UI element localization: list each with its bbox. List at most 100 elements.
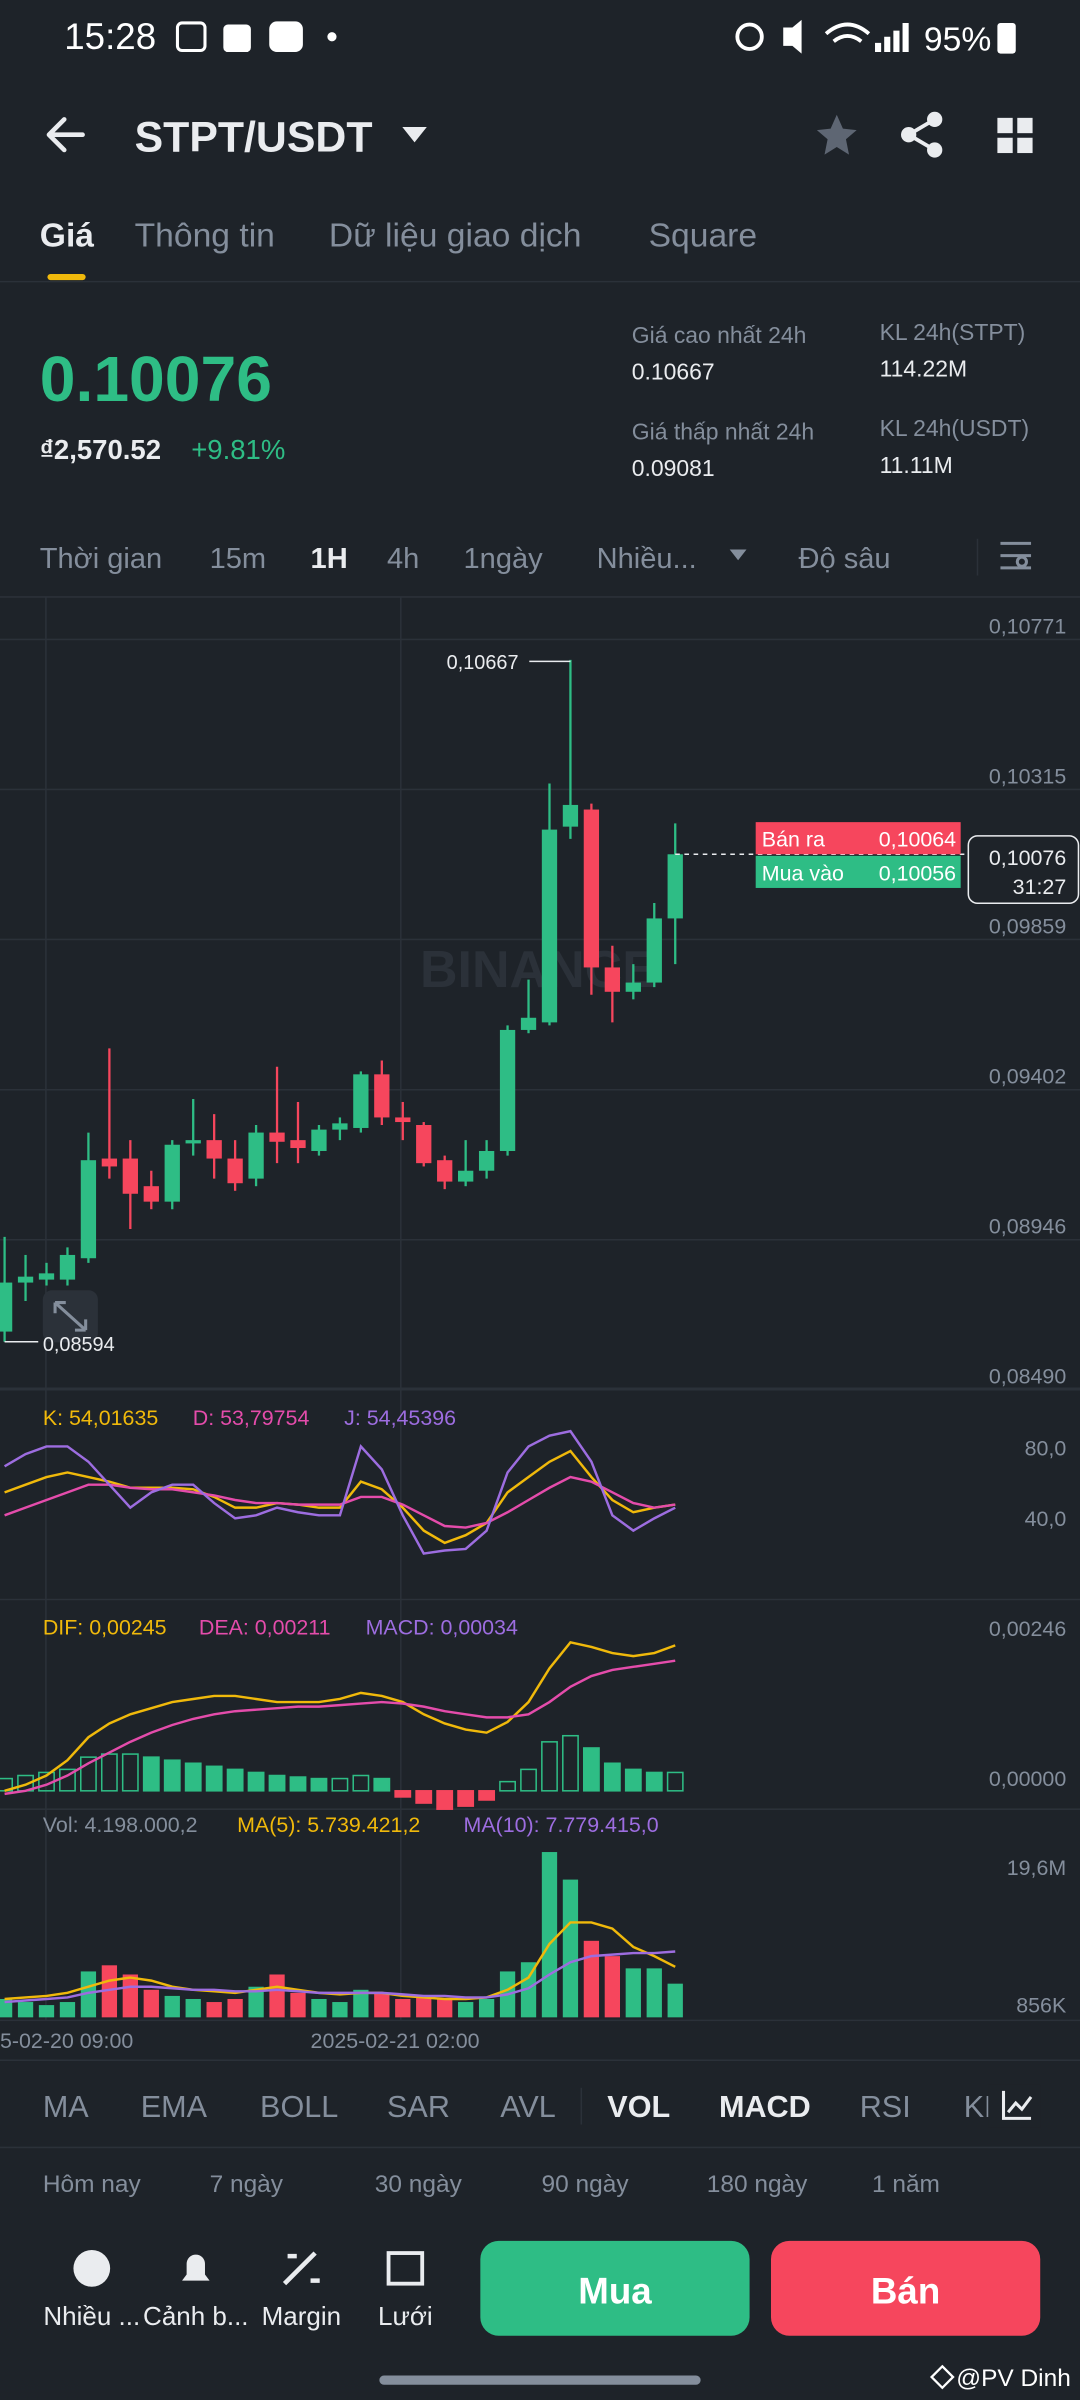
stat-label: Giá cao nhất 24h <box>632 322 807 348</box>
more-icon[interactable] <box>73 2250 111 2287</box>
stat-value: 0.09081 <box>632 455 715 481</box>
interval[interactable]: Độ sâu <box>799 543 891 575</box>
volume-bar <box>38 2005 55 2018</box>
candle-body <box>646 918 662 983</box>
candle-body <box>332 1123 348 1130</box>
high-label: 0,10667 <box>447 652 519 674</box>
range-option[interactable]: 7 ngày <box>210 2171 284 2198</box>
interval[interactable]: Nhiều... <box>597 543 697 575</box>
tab[interactable]: Square <box>649 217 758 254</box>
ask-box <box>755 822 961 855</box>
volume-bar <box>520 1962 537 2018</box>
range-option[interactable]: 30 ngày <box>375 2171 463 2198</box>
candle-body <box>290 1140 306 1149</box>
back-button[interactable] <box>46 117 85 153</box>
indicator-tab[interactable]: AVL <box>500 2090 556 2124</box>
sell-button[interactable] <box>770 2240 1041 2336</box>
alarm-icon <box>735 22 764 51</box>
interval[interactable]: 15m <box>210 543 267 575</box>
tab[interactable]: Dữ liệu giao dịch <box>329 217 582 254</box>
indicator-tab[interactable]: SAR <box>387 2090 450 2124</box>
indicator-tab[interactable]: RSI <box>860 2090 911 2124</box>
ask-price: 0,10064 <box>879 828 956 852</box>
indicator-tab[interactable]: EMA <box>141 2090 208 2124</box>
nav-label[interactable]: Lưới <box>378 2301 433 2331</box>
signal-icon <box>875 22 909 53</box>
dif-label: DIF: 0,00245 <box>43 1616 167 1640</box>
chart-settings-button[interactable] <box>1000 541 1032 570</box>
wifi-icon <box>824 22 871 43</box>
shop-icon <box>223 24 251 53</box>
ask-label: Bán ra <box>762 828 825 852</box>
candle-body <box>248 1132 264 1179</box>
macd-histogram-bar <box>394 1790 412 1798</box>
share-button[interactable] <box>901 111 943 158</box>
pair-dropdown[interactable] <box>402 127 427 143</box>
volume-bar <box>332 2002 348 2018</box>
macd-histogram-bar <box>373 1777 391 1792</box>
range-option[interactable]: 1 năm <box>872 2171 940 2198</box>
status-time: 15:28 <box>64 16 156 57</box>
kdj-axis-label: 40,0 <box>1025 1507 1067 1531</box>
macd-histogram-bar <box>499 1780 516 1792</box>
candle-body <box>395 1117 411 1123</box>
indicator-tab[interactable]: MACD <box>719 2090 811 2124</box>
volume-bar <box>143 1989 159 2018</box>
macd-histogram-bar <box>520 1768 537 1792</box>
candle-body <box>604 967 621 992</box>
macd-label: MACD: 0,00034 <box>366 1616 518 1640</box>
macd-histogram-bar <box>100 1753 118 1792</box>
countdown: 31:27 <box>1013 875 1067 899</box>
candle-body <box>478 1150 495 1171</box>
indicator-tab[interactable]: MA <box>43 2090 89 2124</box>
nav-label[interactable]: Margin <box>262 2301 341 2331</box>
author-watermark: @PV Dinh <box>956 2365 1071 2392</box>
k-label: K: 54,01635 <box>43 1406 158 1430</box>
candle-body <box>499 1029 516 1151</box>
macd-histogram-bar <box>457 1790 475 1807</box>
volume-bar <box>0 1998 13 2018</box>
interval[interactable]: 1H <box>311 543 348 575</box>
vol-ma5-label: MA(5): 5.739.421,2 <box>237 1813 420 1837</box>
candle-body <box>17 1276 34 1283</box>
last-price: 0.10076 <box>40 343 272 415</box>
tab-indicator <box>47 273 86 281</box>
volume-bar <box>248 1986 264 2018</box>
price-tick-label: 0,10771 <box>989 614 1066 638</box>
alert-icon[interactable] <box>182 2254 210 2281</box>
watermark: BINANCE <box>420 941 657 999</box>
range-option[interactable]: 180 ngày <box>707 2171 808 2198</box>
nav-label[interactable]: Nhiều ... <box>43 2301 140 2331</box>
nav-label[interactable]: Cảnh b... <box>143 2301 248 2331</box>
indicator-tab[interactable]: VOL <box>607 2090 670 2124</box>
volume-bar <box>17 2002 34 2018</box>
volume-bar <box>269 1974 285 2018</box>
vol-ma10-label: MA(10): 7.779.415,0 <box>464 1813 659 1837</box>
grid-icon[interactable] <box>386 2251 425 2286</box>
candle-body <box>562 804 579 827</box>
layout-button[interactable] <box>997 117 1033 154</box>
tab[interactable]: Thông tin <box>135 217 275 254</box>
macd-histogram-bar <box>163 1759 181 1792</box>
candle-body <box>625 982 641 992</box>
macd-histogram-bar <box>184 1762 202 1792</box>
interval[interactable]: 4h <box>387 543 419 575</box>
range-option[interactable]: 90 ngày <box>542 2171 630 2198</box>
candle-body <box>458 1170 474 1182</box>
tab[interactable]: Giá <box>40 217 95 254</box>
interval[interactable]: 1ngày <box>464 543 544 575</box>
indicator-tab[interactable]: BOLL <box>260 2090 338 2124</box>
buy-label[interactable]: Mua <box>578 2271 652 2312</box>
battery-level: 95% <box>924 22 991 59</box>
range-option[interactable]: Hôm nay <box>43 2171 142 2198</box>
margin-icon[interactable] <box>282 2251 320 2286</box>
macd-histogram-bar <box>247 1771 265 1792</box>
sell-label[interactable]: Bán <box>871 2271 940 2312</box>
indicator-settings-button[interactable] <box>1001 2090 1033 2120</box>
favorite-button[interactable] <box>816 114 857 155</box>
more-caret <box>729 549 747 561</box>
interval[interactable]: Thời gian <box>40 543 162 575</box>
buy-button[interactable] <box>480 2240 750 2336</box>
pair-title[interactable]: STPT/USDT <box>135 114 373 162</box>
bid-price: 0,10056 <box>879 861 956 885</box>
